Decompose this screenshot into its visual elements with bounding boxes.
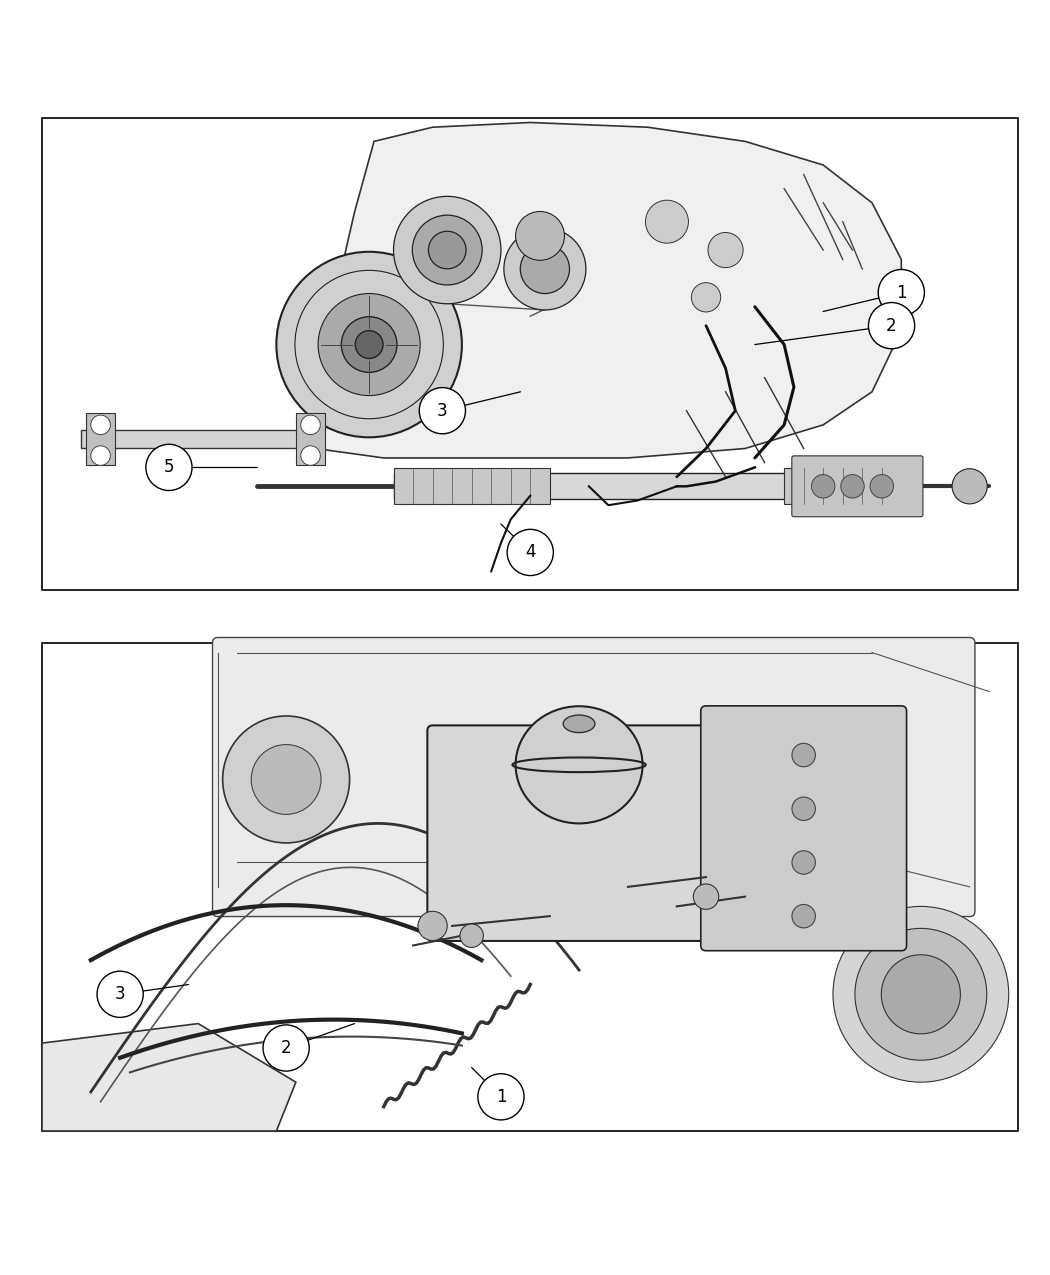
- Circle shape: [507, 529, 553, 575]
- Text: 1: 1: [496, 1088, 506, 1105]
- Ellipse shape: [516, 706, 643, 824]
- Bar: [42, 117, 1018, 590]
- Circle shape: [419, 388, 465, 434]
- Circle shape: [792, 743, 816, 766]
- Circle shape: [394, 196, 501, 303]
- Text: 3: 3: [437, 402, 447, 419]
- Circle shape: [792, 904, 816, 928]
- Bar: [296, 413, 326, 465]
- Circle shape: [90, 446, 110, 465]
- Circle shape: [792, 797, 816, 821]
- Circle shape: [300, 446, 320, 465]
- Circle shape: [833, 907, 1009, 1082]
- Circle shape: [90, 416, 110, 435]
- Circle shape: [341, 316, 397, 372]
- Circle shape: [428, 231, 466, 269]
- FancyBboxPatch shape: [427, 725, 731, 941]
- Circle shape: [693, 884, 718, 909]
- Bar: [81, 430, 315, 449]
- Circle shape: [146, 444, 192, 491]
- Circle shape: [855, 928, 987, 1061]
- Circle shape: [504, 228, 586, 310]
- FancyBboxPatch shape: [792, 456, 923, 516]
- Bar: [394, 468, 550, 505]
- Circle shape: [262, 1025, 309, 1071]
- Circle shape: [418, 912, 447, 941]
- Circle shape: [691, 283, 720, 312]
- Circle shape: [300, 416, 320, 435]
- Text: 3: 3: [114, 986, 125, 1003]
- Circle shape: [251, 745, 321, 815]
- Circle shape: [952, 469, 987, 504]
- Text: 5: 5: [164, 459, 174, 477]
- Circle shape: [460, 924, 483, 947]
- Circle shape: [812, 474, 835, 499]
- Text: 1: 1: [896, 283, 906, 302]
- Circle shape: [792, 850, 816, 875]
- Bar: [86, 413, 116, 465]
- Circle shape: [521, 245, 569, 293]
- Bar: [784, 468, 901, 505]
- Bar: [42, 643, 1018, 1131]
- FancyBboxPatch shape: [212, 638, 974, 917]
- Bar: [394, 473, 901, 500]
- Circle shape: [870, 474, 894, 499]
- Text: 2: 2: [886, 316, 897, 334]
- Circle shape: [868, 302, 915, 349]
- Polygon shape: [42, 1024, 296, 1131]
- Circle shape: [355, 330, 383, 358]
- Circle shape: [878, 269, 924, 316]
- Polygon shape: [315, 122, 901, 458]
- Circle shape: [478, 1074, 524, 1119]
- Circle shape: [276, 251, 462, 437]
- Circle shape: [881, 955, 961, 1034]
- Circle shape: [97, 972, 143, 1017]
- Circle shape: [841, 474, 864, 499]
- Circle shape: [516, 212, 565, 260]
- Circle shape: [413, 215, 482, 284]
- Ellipse shape: [563, 715, 595, 733]
- Text: 2: 2: [280, 1039, 292, 1057]
- Text: 4: 4: [525, 543, 536, 561]
- Circle shape: [223, 717, 350, 843]
- Circle shape: [318, 293, 420, 395]
- Circle shape: [646, 200, 689, 244]
- FancyBboxPatch shape: [700, 706, 906, 951]
- Circle shape: [708, 232, 743, 268]
